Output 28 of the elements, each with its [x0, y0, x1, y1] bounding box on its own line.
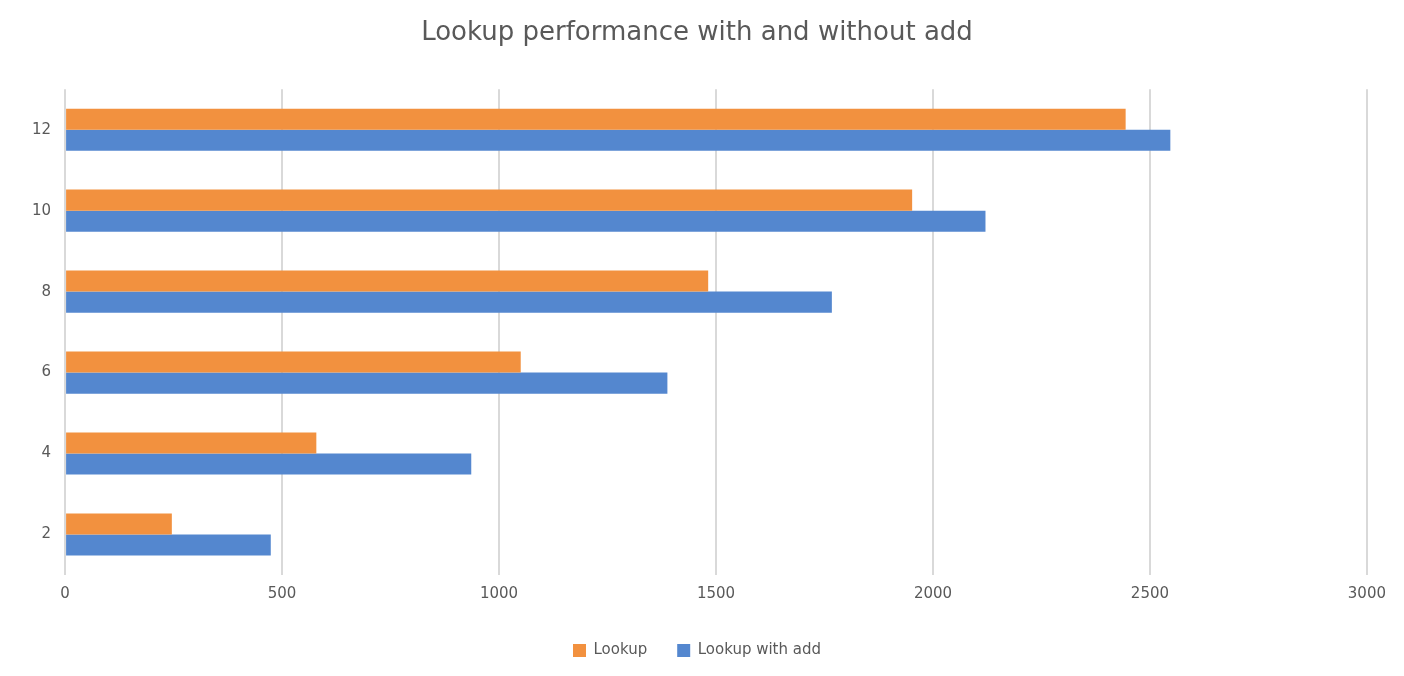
bar — [66, 432, 317, 454]
legend-label: Lookup with add — [697, 640, 821, 659]
bar — [66, 189, 913, 211]
x-tick-label: 1500 — [696, 583, 736, 602]
y-tick-label: 8 — [41, 281, 52, 300]
bar — [66, 351, 521, 373]
legend-label: Lookup — [593, 640, 648, 659]
bar — [66, 534, 271, 556]
bar — [66, 270, 709, 292]
x-tick-label: 2000 — [913, 583, 953, 602]
bar — [66, 453, 472, 475]
x-tick-label: 3000 — [1347, 583, 1387, 602]
x-tick-label: 1000 — [479, 583, 519, 602]
chart-title: Lookup performance with and without add — [421, 16, 973, 47]
bar — [66, 108, 1126, 130]
bar — [66, 210, 986, 232]
x-tick-label: 500 — [267, 583, 297, 602]
y-tick-label: 4 — [41, 443, 52, 462]
y-tick-label: 10 — [31, 200, 52, 219]
bar — [66, 291, 832, 313]
bar — [66, 513, 172, 535]
y-tick-label: 6 — [41, 362, 52, 381]
y-tick-label: 12 — [31, 119, 52, 138]
y-tick-label: 2 — [41, 524, 52, 543]
x-tick-label: 2500 — [1130, 583, 1170, 602]
bar — [66, 372, 668, 394]
bar — [66, 129, 1171, 151]
x-tick-label: 0 — [60, 583, 70, 602]
